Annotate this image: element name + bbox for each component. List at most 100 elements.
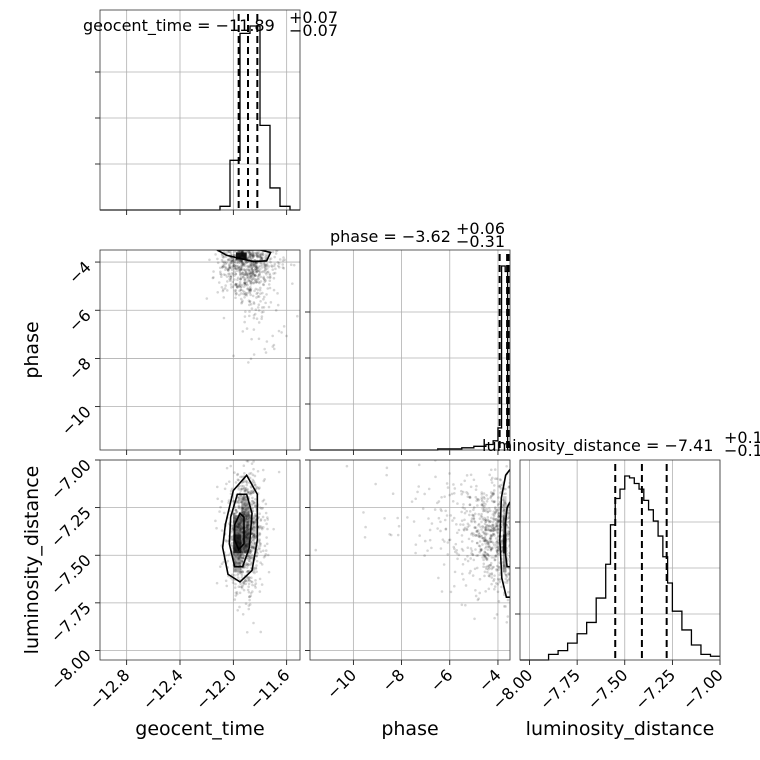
scatter-point (504, 577, 508, 581)
scatter-point (248, 236, 251, 239)
scatter-point (243, 295, 246, 299)
scatter-point (247, 361, 250, 364)
scatter-point (468, 495, 472, 499)
scatter-point (479, 549, 483, 553)
scatter-point (267, 246, 270, 249)
scatter-point (492, 556, 496, 559)
scatter-point (245, 261, 248, 264)
scatter-point (510, 512, 513, 515)
scatter-point (247, 224, 250, 227)
scatter-point (247, 272, 250, 276)
scatter-point (247, 278, 251, 282)
scatter-point (248, 255, 251, 259)
scatter-point (466, 522, 470, 526)
scatter-point (214, 253, 217, 256)
scatter-point (240, 484, 244, 488)
scatter-point (484, 509, 487, 513)
scatter-point (427, 517, 430, 520)
scatter-point (471, 534, 475, 537)
scatter-point (249, 545, 253, 548)
scatter-point (243, 510, 246, 514)
scatter-point (237, 266, 241, 270)
scatter-point (480, 534, 484, 538)
scatter-point (513, 501, 516, 504)
scatter-point (475, 530, 478, 534)
scatter-point (246, 273, 249, 277)
scatter-point (263, 266, 267, 269)
scatter-point (249, 293, 252, 297)
scatter-point (243, 579, 247, 583)
scatter-point (247, 530, 250, 534)
scatter-point (247, 299, 251, 302)
grid (100, 250, 300, 450)
geocent-time-title-minus: −0.07 (289, 21, 338, 40)
scatter-point (229, 275, 233, 279)
scatter-point (252, 525, 256, 529)
scatter-point (244, 563, 247, 567)
scatter-point (224, 266, 228, 270)
scatter-point (248, 272, 252, 276)
scatter-point (259, 261, 262, 265)
scatter-point (473, 617, 476, 621)
scatter-point (231, 259, 235, 263)
scatter-point (460, 510, 463, 514)
scatter-point (251, 277, 254, 281)
scatter-point (250, 531, 254, 535)
scatter-point (230, 535, 234, 539)
scatter-point (516, 506, 519, 509)
scatter-point (259, 630, 263, 634)
scatter-point (243, 580, 246, 584)
scatter-point (261, 253, 265, 256)
scatter-point (414, 543, 418, 546)
scatter-point (491, 513, 495, 516)
scatter-point (269, 301, 273, 304)
scatter-point (527, 579, 530, 582)
scatter-point (241, 584, 245, 587)
scatter-point (466, 492, 470, 496)
scatter-point (242, 480, 246, 483)
scatter-point (252, 282, 255, 285)
scatter-point (508, 577, 510, 581)
scatter-point (259, 255, 263, 259)
scatter-point (512, 540, 515, 543)
scatter-point (249, 551, 252, 554)
scatter-point (260, 261, 263, 265)
scatter-point (253, 289, 256, 293)
scatter-point (237, 498, 241, 502)
luminosity-distance-title-minus: −0.14 (724, 441, 760, 460)
scatter-point (230, 530, 233, 534)
scatter-point (250, 253, 254, 256)
scatter-point (258, 524, 261, 528)
scatter-point (248, 276, 252, 280)
scatter-point (515, 581, 518, 584)
scatter-point (255, 245, 258, 248)
scatter-point (243, 497, 246, 501)
scatter-point (259, 267, 262, 271)
scatter-point (259, 280, 263, 283)
scatter-point (239, 567, 243, 571)
scatter-point (282, 256, 285, 259)
scatter-point (495, 613, 499, 616)
scatter-point (255, 246, 258, 249)
scatter-point (253, 504, 257, 507)
scatter-point (436, 527, 439, 530)
scatter-point (236, 501, 240, 504)
scatter-point (264, 511, 268, 515)
scatter-point (516, 524, 519, 527)
scatter-point (494, 554, 497, 558)
scatter-point (446, 541, 450, 544)
scatter-point (256, 269, 260, 273)
scatter-point (248, 244, 251, 247)
scatter-point (242, 511, 246, 514)
scatter-point (234, 508, 238, 512)
scatter-point (520, 487, 523, 490)
scatter-point (509, 478, 510, 481)
scatter-point (255, 296, 258, 299)
scatter-point (246, 528, 249, 531)
scatter-point (241, 556, 245, 559)
scatter-point (480, 496, 484, 499)
scatter-point (508, 573, 510, 577)
scatter-point (445, 514, 449, 517)
scatter-point (248, 516, 251, 520)
scatter-point (251, 506, 254, 510)
